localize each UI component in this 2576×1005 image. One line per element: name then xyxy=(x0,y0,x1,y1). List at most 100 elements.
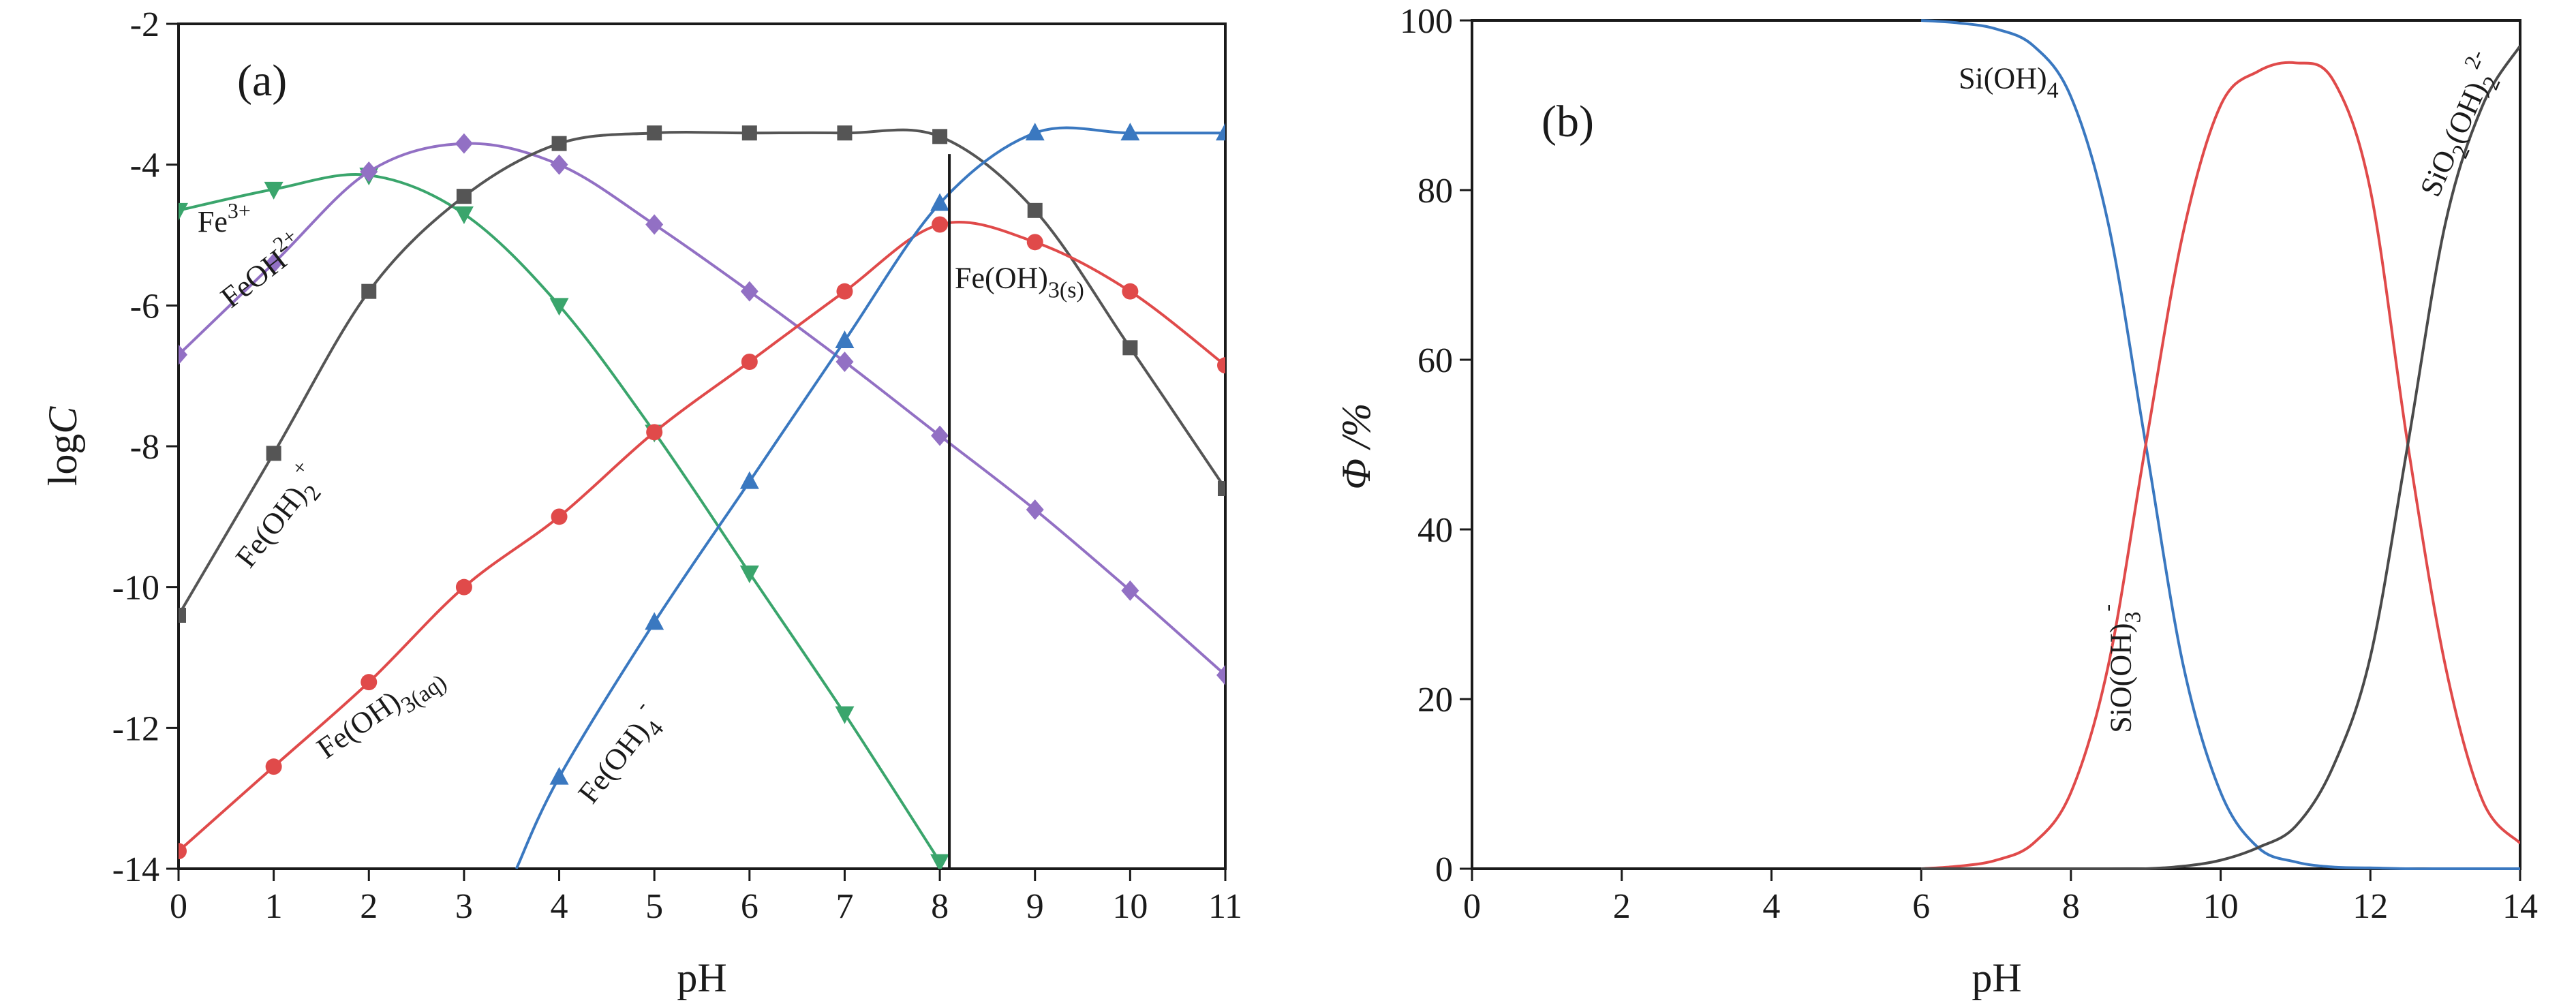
series-marker-3 xyxy=(836,283,853,300)
series-marker-3 xyxy=(1217,357,1225,374)
series-marker-4 xyxy=(835,330,855,348)
panel-b-xticks: 0 2 4 6 8 10 12 14 xyxy=(1463,869,2538,926)
panel-a-ytick-label: -4 xyxy=(130,146,159,185)
panel-b-ytick-label: 0 xyxy=(1435,850,1453,889)
panel-a-curve-labels: Fe3+FeOH2+Fe(OH)2+Fe(OH)3(aq)Fe(OH)4- xyxy=(198,198,673,815)
series-marker-1 xyxy=(1216,664,1225,685)
panel-b: (b) 0 2 4 6 8 10 12 14 0 20 40 60 80 100 pH Φ /% Si(… xyxy=(1334,2,2538,1000)
series-marker-1 xyxy=(455,133,473,154)
panel-b-ytick-label: 40 xyxy=(1417,511,1453,550)
series-label-4: Fe(OH)4- xyxy=(564,695,673,815)
series-marker-4 xyxy=(645,612,664,630)
series-label-0: Fe3+ xyxy=(198,198,251,238)
series-marker-4 xyxy=(1120,123,1140,141)
precipitation-label: Fe(OH)3(s) xyxy=(955,262,1084,303)
series-line-2 xyxy=(179,128,1225,617)
panel-a-ytick-label: -8 xyxy=(130,428,159,467)
series-marker-3 xyxy=(179,843,187,860)
series-marker-1 xyxy=(179,344,187,365)
panel-a-yticks: -14 -12 -10 -8 -6 -4 -2 xyxy=(112,5,179,889)
panel-a-xtick-label: 3 xyxy=(455,887,473,926)
species-label-1: SiO(OH)3- xyxy=(2095,604,2146,733)
series-marker-3 xyxy=(1122,283,1139,300)
series-marker-0 xyxy=(179,202,188,221)
series-marker-1 xyxy=(1026,499,1044,520)
series-marker-3 xyxy=(932,216,949,233)
panel-a-y-axis-title: logC xyxy=(40,406,85,486)
series-marker-1 xyxy=(931,425,949,446)
panel-b-ytick-label: 80 xyxy=(1417,172,1453,211)
series-marker-3 xyxy=(1026,234,1043,251)
series-marker-1 xyxy=(264,253,283,274)
panel-a-ytick-label: -14 xyxy=(112,850,159,889)
series-marker-0 xyxy=(930,854,950,869)
series-marker-2 xyxy=(456,189,472,204)
panel-a-x-axis-title: pH xyxy=(677,955,726,1000)
panel-a-xtick-label: 4 xyxy=(551,887,568,926)
panel-a-xtick-label: 10 xyxy=(1112,887,1148,926)
panel-a-xtick-label: 9 xyxy=(1026,887,1044,926)
panel-b-y-axis-title: Φ /% xyxy=(1334,403,1379,489)
panel-a: (a) 0 1 2 3 4 5 6 7 8 9 10 11 -14-12-10-8-6-4-2 pH … xyxy=(40,5,1242,1000)
panel-a-series xyxy=(179,123,1225,869)
series-marker-2 xyxy=(932,129,948,144)
panel-a-xtick-label: 0 xyxy=(170,887,187,926)
series-line-0 xyxy=(179,172,941,863)
panel-b-xtick-label: 8 xyxy=(2062,887,2080,926)
panel-a-xtick-label: 8 xyxy=(931,887,949,926)
series-marker-2 xyxy=(266,446,281,461)
series-marker-4 xyxy=(549,767,569,785)
series-marker-2 xyxy=(837,125,853,141)
panel-b-xtick-label: 12 xyxy=(2352,887,2388,926)
series-marker-2 xyxy=(1122,340,1138,356)
panel-a-ytick-label: -2 xyxy=(130,5,159,44)
panel-b-ytick-label: 20 xyxy=(1417,681,1453,720)
panel-a-xtick-label: 6 xyxy=(741,887,758,926)
panel-a-xtick-label: 2 xyxy=(360,887,378,926)
species-curve-1 xyxy=(1920,61,2520,870)
series-label-2: Fe(OH)2+ xyxy=(221,455,334,579)
panel-b-yticks: 0 20 40 60 80 100 xyxy=(1400,2,1472,889)
series-marker-4 xyxy=(930,193,950,211)
panel-b-xtick-label: 10 xyxy=(2203,887,2239,926)
series-marker-2 xyxy=(741,125,757,141)
panel-a-ytick-label: -6 xyxy=(130,287,159,326)
species-label-2: SiO2(OH)22- xyxy=(2405,46,2513,204)
panel-a-tag: (a) xyxy=(237,56,287,106)
panel-a-xtick-label: 11 xyxy=(1208,887,1242,926)
panel-b-tag: (b) xyxy=(1542,97,1594,146)
series-marker-2 xyxy=(361,283,377,299)
species-label-0: Si(OH)4 xyxy=(1959,62,2059,104)
panel-b-series xyxy=(1472,19,2520,870)
series-marker-3 xyxy=(265,758,282,775)
series-marker-4 xyxy=(1025,123,1045,141)
panel-a-xtick-label: 5 xyxy=(645,887,663,926)
panel-b-ytick-label: 60 xyxy=(1417,341,1453,380)
panel-a-xticks: 0 1 2 3 4 5 6 7 8 9 10 11 xyxy=(170,869,1242,926)
series-marker-4 xyxy=(1216,123,1225,141)
panel-b-ytick-label: 100 xyxy=(1400,2,1453,41)
series-marker-3 xyxy=(646,424,663,441)
series-line-1 xyxy=(179,142,1225,677)
series-marker-1 xyxy=(740,281,758,302)
series-marker-0 xyxy=(835,706,855,724)
series-marker-2 xyxy=(1027,202,1043,218)
series-marker-1 xyxy=(1121,580,1139,601)
panel-b-xtick-label: 14 xyxy=(2502,887,2538,926)
panel-a-xtick-label: 1 xyxy=(265,887,283,926)
series-marker-3 xyxy=(361,674,378,691)
panel-a-ytick-label: -12 xyxy=(112,709,159,748)
series-marker-1 xyxy=(835,352,854,372)
series-marker-0 xyxy=(454,206,474,224)
series-marker-1 xyxy=(645,214,664,235)
panel-b-xtick-label: 0 xyxy=(1463,887,1481,926)
panel-b-x-axis-title: pH xyxy=(1972,955,2021,1000)
panel-a-ytick-label: -10 xyxy=(112,569,159,608)
species-curve-2 xyxy=(1921,45,2520,870)
series-marker-4 xyxy=(739,471,759,489)
series-line-4 xyxy=(515,126,1225,869)
series-marker-3 xyxy=(455,578,472,596)
series-marker-0 xyxy=(264,181,283,200)
series-marker-1 xyxy=(360,161,378,182)
